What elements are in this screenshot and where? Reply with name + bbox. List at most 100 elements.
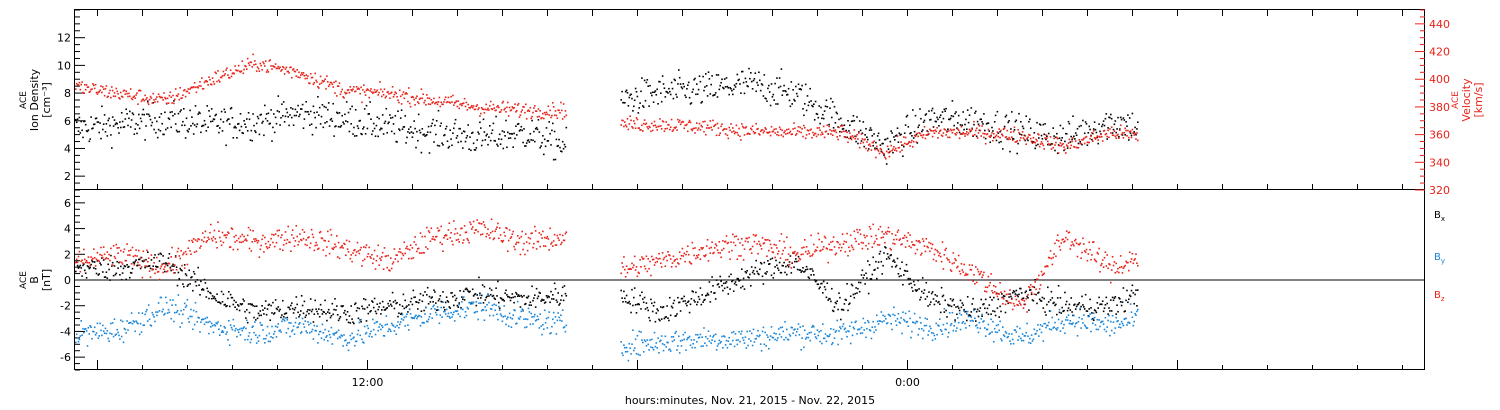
- data-point: [449, 102, 451, 104]
- data-point: [142, 324, 145, 327]
- data-point: [369, 90, 371, 92]
- data-point: [747, 85, 749, 88]
- data-point: [390, 91, 393, 94]
- data-point: [995, 324, 998, 327]
- data-point: [800, 271, 802, 273]
- data-point: [276, 326, 279, 328]
- data-point: [993, 327, 996, 330]
- data-point: [628, 96, 631, 99]
- data-point: [923, 126, 926, 128]
- data-point: [240, 327, 243, 330]
- data-point: [411, 95, 414, 98]
- data-point: [1092, 317, 1094, 320]
- data-point: [820, 282, 822, 285]
- data-point: [121, 263, 124, 265]
- data-point: [534, 313, 536, 316]
- data-point: [106, 330, 109, 332]
- data-point: [636, 303, 639, 306]
- data-point: [768, 263, 771, 265]
- data-point: [728, 336, 730, 339]
- data-point: [1040, 134, 1043, 137]
- data-point: [1102, 323, 1105, 325]
- data-point: [479, 121, 481, 124]
- data-point: [886, 145, 889, 148]
- data-point: [669, 93, 672, 96]
- data-point: [178, 313, 181, 316]
- data-point: [993, 310, 996, 313]
- data-point: [338, 257, 341, 260]
- data-point: [772, 336, 775, 339]
- data-point: [644, 308, 647, 310]
- data-point: [786, 338, 789, 341]
- data-point: [748, 338, 750, 340]
- data-point: [426, 320, 429, 323]
- data-point: [498, 138, 500, 140]
- data-point: [835, 111, 838, 114]
- data-point: [308, 113, 310, 116]
- data-point: [732, 88, 735, 91]
- data-point: [387, 302, 389, 305]
- data-point: [1072, 322, 1074, 324]
- data-point: [338, 336, 341, 338]
- data-point: [485, 309, 487, 312]
- data-point: [826, 282, 829, 284]
- data-point: [345, 254, 347, 256]
- data-point: [345, 239, 348, 242]
- data-point: [233, 325, 235, 327]
- data-point: [426, 320, 428, 323]
- data-point: [128, 265, 130, 268]
- data-point: [476, 310, 478, 313]
- data-point: [417, 113, 420, 116]
- data-point: [1030, 140, 1033, 143]
- data-point: [229, 69, 232, 71]
- data-point: [642, 106, 645, 108]
- data-point: [131, 322, 134, 325]
- data-point: [144, 313, 146, 316]
- data-point: [237, 305, 240, 307]
- data-point: [732, 93, 734, 96]
- data-point: [491, 129, 494, 131]
- data-point: [1131, 112, 1134, 115]
- data-point: [526, 110, 529, 112]
- data-point: [720, 280, 722, 283]
- data-point: [989, 296, 991, 299]
- data-point: [354, 90, 357, 93]
- data-point: [196, 86, 199, 88]
- data-point: [1042, 307, 1045, 309]
- data-point: [1046, 324, 1048, 327]
- data-point: [234, 125, 236, 128]
- data-point: [448, 306, 451, 308]
- data-point: [883, 154, 885, 157]
- data-point: [867, 144, 870, 146]
- data-point: [850, 283, 853, 286]
- data-point: [500, 138, 503, 141]
- data-point: [903, 269, 906, 272]
- data-point: [1010, 128, 1012, 130]
- data-point: [860, 274, 863, 276]
- data-point: [805, 134, 808, 136]
- data-point: [680, 345, 683, 347]
- data-point: [465, 101, 468, 104]
- data-point: [418, 315, 421, 317]
- data-point: [904, 312, 907, 315]
- data-point: [830, 328, 832, 330]
- data-point: [976, 137, 979, 139]
- data-point: [114, 334, 117, 336]
- data-point: [384, 324, 387, 326]
- data-point: [886, 253, 889, 255]
- data-point: [524, 111, 526, 114]
- data-point: [1024, 291, 1027, 294]
- data-point: [360, 321, 362, 323]
- data-point: [664, 316, 667, 319]
- data-point: [738, 78, 740, 81]
- data-point: [381, 114, 384, 116]
- data-point: [86, 265, 89, 267]
- data-point: [766, 131, 768, 134]
- data-point: [936, 127, 938, 129]
- data-point: [1065, 132, 1067, 135]
- data-point: [471, 301, 473, 304]
- data-point: [893, 306, 895, 309]
- data-point: [191, 239, 193, 242]
- data-point: [507, 295, 509, 298]
- data-point: [774, 338, 776, 341]
